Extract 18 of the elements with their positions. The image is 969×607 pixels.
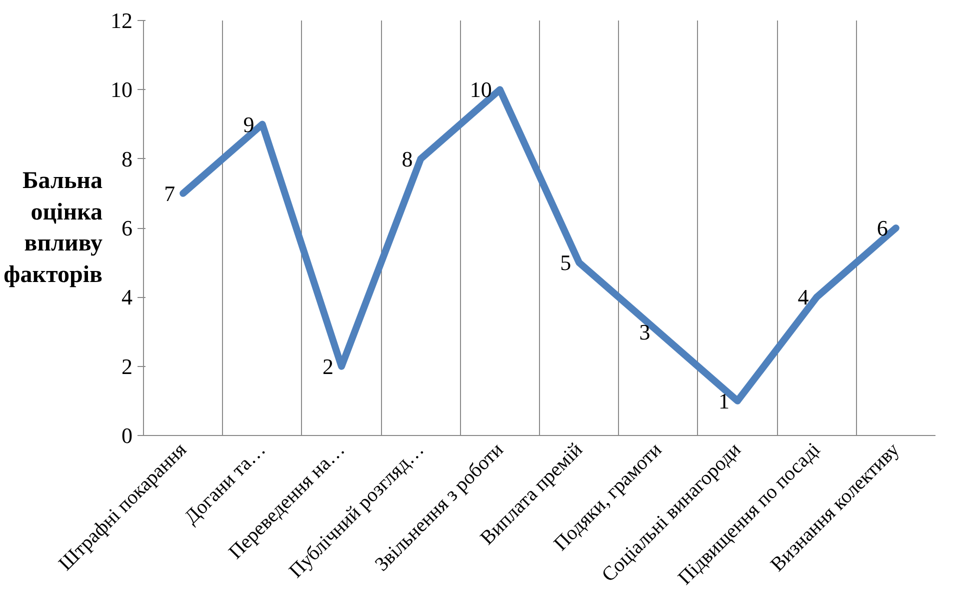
data-label: 2 [322,354,334,379]
y-tick-label: 10 [110,77,132,102]
data-label: 7 [164,180,176,206]
y-tick-label: 12 [110,8,132,33]
data-label: 5 [560,250,572,276]
data-label: 4 [798,284,809,310]
y-tick-label: 2 [122,354,132,379]
y-axis-title: Бальна оцінка впливу факторів [4,168,103,288]
y-tick-label: 4 [122,284,132,310]
data-label: 6 [876,216,888,240]
data-label: 1 [718,388,730,414]
y-tick-label: 6 [122,216,132,240]
data-label: 9 [243,112,254,137]
y-tick-label: 0 [122,423,132,448]
y-tick-label: 8 [122,146,132,172]
data-label: 3 [639,319,650,344]
data-label: 10 [470,77,492,102]
data-label: 8 [402,146,413,172]
